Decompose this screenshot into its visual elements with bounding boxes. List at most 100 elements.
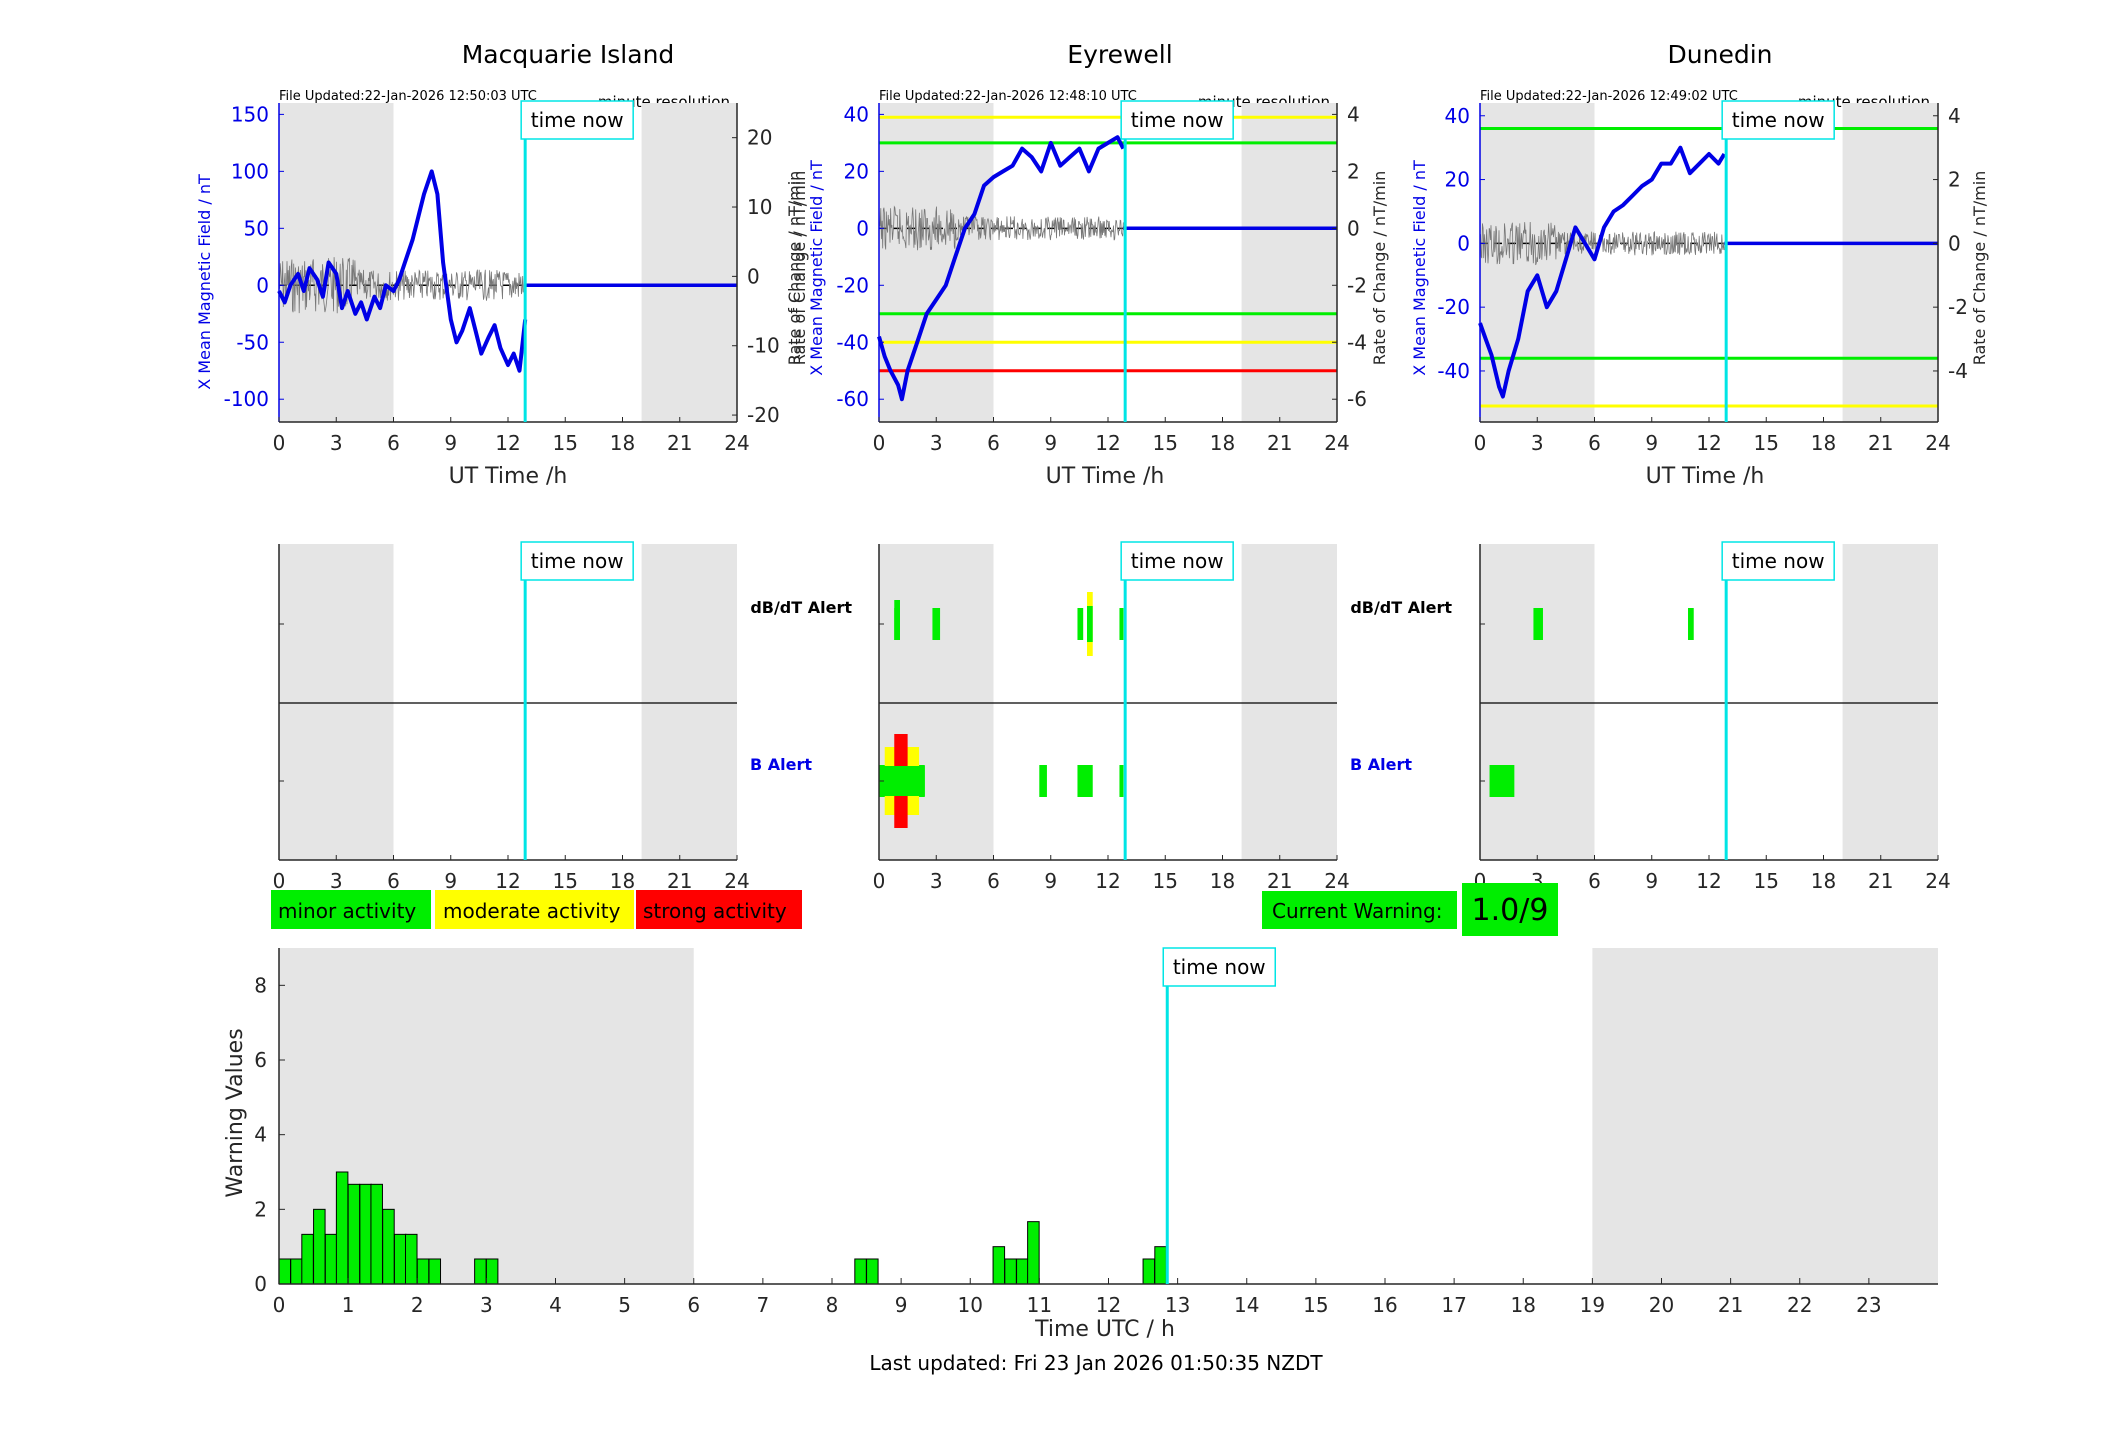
warning-bar: [290, 1258, 303, 1285]
x-tick-label: 15: [1153, 431, 1178, 455]
x-tick-label: 21: [1267, 431, 1292, 455]
x-tick-label: 6: [1588, 431, 1601, 455]
shade-0: [879, 103, 994, 422]
alert-label-b-2: B Alert: [1350, 755, 1412, 774]
x-tick-label: 15: [1153, 869, 1178, 893]
warning-bar: [335, 1171, 349, 1285]
alert-block-minor: [1039, 765, 1047, 797]
y-tick-label: 8: [254, 973, 267, 997]
x-tick-label: 9: [1044, 431, 1057, 455]
file-updated-eyrewell: File Updated:22-Jan-2026 12:48:10 UTC: [879, 89, 1137, 104]
x-tick-label: 6: [387, 869, 400, 893]
shade-night: [1480, 544, 1595, 860]
y-tick-label: -100: [224, 387, 269, 411]
y-tick-label: -40: [1437, 359, 1470, 383]
time-now-box: [1120, 541, 1234, 581]
file-updated-macquarie: File Updated:22-Jan-2026 12:50:03 UTC: [279, 89, 537, 104]
y2-tick-label: 4: [1948, 104, 1961, 128]
warning-bar: [359, 1183, 372, 1285]
x-tick-label: 6: [987, 869, 1000, 893]
x-tick-label: 23: [1856, 1293, 1881, 1317]
current-warning-value-box: [1462, 883, 1558, 936]
warning-bar: [393, 1233, 407, 1285]
x-tick-label: 0: [273, 431, 286, 455]
x-tick-label: 15: [553, 869, 578, 893]
y-tick-label: 150: [231, 102, 269, 126]
x-tick-label: 0: [273, 1293, 286, 1317]
ylabel-left-eyrewell: X Mean Magnetic Field / nT: [807, 160, 826, 376]
x-tick-label: 0: [273, 869, 286, 893]
legend-moderate-box: [435, 890, 634, 929]
x-tick-label: 7: [757, 1293, 770, 1317]
warning-bar: [324, 1233, 338, 1285]
warning-xlabel: Time UTC / h: [1034, 1317, 1175, 1342]
warning-bar: [485, 1258, 499, 1285]
warning-bar: [382, 1208, 395, 1285]
legend-strong-box: [636, 890, 802, 929]
field-series-0: [277, 169, 528, 373]
x-tick-label: 24: [724, 431, 749, 455]
warning-bar: [854, 1258, 867, 1285]
x-tick-label: 24: [1324, 869, 1349, 893]
alert-label-dbdt-1: dB/dT Alert: [750, 598, 852, 617]
x-tick-label: 12: [1095, 431, 1120, 455]
x-tick-label: 15: [1754, 869, 1779, 893]
alert-block-minor: [1489, 765, 1515, 797]
y-tick-label: 0: [856, 216, 869, 240]
warning-bar: [1016, 1258, 1029, 1285]
ylabel-right-macquarie: Rate of Change / nT/min: [790, 171, 809, 366]
x-tick-label: 9: [1645, 869, 1658, 893]
magnetic-field-charts: 0 3 6 9 12 15 18 21 24-100-50050100150-20-100102…: [224, 100, 1968, 455]
y-tick-label: 40: [844, 102, 869, 126]
alert-block-minor: [1119, 608, 1124, 640]
y-tick-label: -20: [836, 273, 869, 297]
x-tick-label: 11: [1027, 1293, 1052, 1317]
y2-tick-label: -10: [747, 334, 780, 358]
x-tick-label: 6: [387, 431, 400, 455]
warning-bar: [404, 1233, 418, 1285]
warning-bar: [992, 1246, 1006, 1285]
x-tick-label: 9: [444, 869, 457, 893]
x-tick-label: 2: [411, 1293, 424, 1317]
y2-tick-label: -2: [1948, 295, 1968, 319]
x-tick-label: 21: [1267, 869, 1292, 893]
x-tick-label: 6: [1588, 869, 1601, 893]
alert-block-minor: [1119, 765, 1124, 797]
time-now-label: time now: [1131, 108, 1224, 132]
time-now-box: [1721, 100, 1835, 140]
y2-tick-label: -2: [1347, 273, 1367, 297]
x-tick-label: 22: [1787, 1293, 1812, 1317]
x-tick-label: 3: [330, 869, 343, 893]
y2-tick-label: 20: [747, 126, 772, 150]
y-tick-label: -20: [1437, 295, 1470, 319]
x-tick-label: 21: [1718, 1293, 1743, 1317]
ylabel-right-eyrewell: Rate of Change / nT/min: [1370, 171, 1389, 366]
field-chart-1: 0 3 6 9 12 15 18 21 24-60-40-2002040-6-4-2024tim…: [836, 100, 1367, 455]
x-tick-label: 15: [1303, 1293, 1328, 1317]
x-tick-label: 12: [495, 869, 520, 893]
y2-tick-label: 0: [1948, 231, 1961, 255]
field-series-0: [877, 135, 1126, 402]
time-now-label: time now: [1131, 549, 1224, 573]
time-now-box: [1721, 541, 1835, 581]
x-tick-label: 0: [873, 869, 886, 893]
warning-ylabel: Warning Values: [223, 1028, 248, 1197]
legend-minor-box: [271, 890, 431, 929]
shade-1: [641, 103, 737, 422]
x-tick-label: 0: [1474, 431, 1487, 455]
y-tick-label: -60: [836, 387, 869, 411]
shade-0: [1480, 103, 1595, 422]
x-tick-label: 3: [930, 431, 943, 455]
x-tick-label: 1: [342, 1293, 355, 1317]
time-now-label: time now: [531, 549, 624, 573]
alert-block-minor: [1087, 606, 1093, 642]
y-tick-label: -40: [836, 330, 869, 354]
alert-block-minor: [1077, 765, 1093, 797]
y-tick-label: 100: [231, 159, 269, 183]
x-tick-label: 21: [667, 869, 692, 893]
x-tick-label: 0: [873, 431, 886, 455]
y-tick-label: 0: [256, 273, 269, 297]
x-tick-label: 12: [1696, 869, 1721, 893]
warning-bar: [347, 1183, 361, 1285]
